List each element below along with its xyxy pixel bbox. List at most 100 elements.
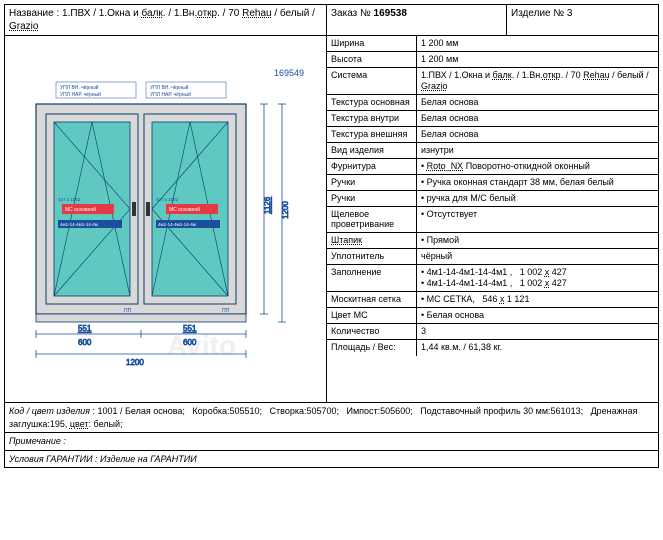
handle-left (132, 202, 136, 216)
spec-value: 4м1-14-4м1-14-4м1 , 1 002 x 427 4м1-14-4… (417, 265, 658, 291)
spec-value: МС СЕТКА, 546 x 1 121 (417, 292, 658, 307)
svg-text:УПЛ ВН. чёрный: УПЛ ВН. чёрный (150, 84, 189, 91)
svg-text:551: 551 (183, 324, 197, 333)
order-prefix: Заказ № (331, 8, 374, 19)
window-drawing: 169549 УПЛ ВН. чёрный УПЛ НАР. чёрный УП… (16, 54, 316, 394)
handle-right (146, 202, 150, 216)
spec-label: Цвет МС (327, 308, 417, 323)
footer-code: Код / цвет изделия : 1001 / Белая основа… (5, 402, 658, 432)
svg-text:1126: 1126 (263, 196, 272, 214)
drawing-column: 169549 УПЛ ВН. чёрный УПЛ НАР. чёрный УП… (5, 36, 327, 402)
svg-text:551: 551 (78, 324, 92, 333)
item-cell: Изделие № 3 (507, 5, 658, 35)
spec-label: Москитная сетка (327, 292, 417, 307)
spec-row: Заполнение 4м1-14-4м1-14-4м1 , 1 002 x 4… (327, 265, 658, 292)
spec-value: 1 200 мм (417, 52, 658, 67)
spec-row: Москитная сетка МС СЕТКА, 546 x 1 121 (327, 292, 658, 308)
spec-row: Высота 1 200 мм (327, 52, 658, 68)
item-label: Изделие № 3 (511, 8, 572, 19)
spec-label: Ручки (327, 175, 417, 190)
spec-label: Площадь / Вес: (327, 340, 417, 356)
title-p1: балк (142, 8, 163, 19)
spec-value: 3 (417, 324, 658, 339)
spec-label: Текстура внешняя (327, 127, 417, 142)
spec-row: Система 1.ПВХ / 1.Окна и балк. / 1.Вн.от… (327, 68, 658, 95)
main-content: 169549 УПЛ ВН. чёрный УПЛ НАР. чёрный УП… (5, 36, 658, 402)
spec-label: Ширина (327, 36, 417, 51)
spec-row: Ручки ручка для М/С белый (327, 191, 658, 207)
spec-label: Текстура основная (327, 95, 417, 110)
spec-value: чёрный (417, 249, 658, 264)
spec-label: Штапик (327, 233, 417, 248)
spec-column: Ширина 1 200 мм Высота 1 200 мм Система … (327, 36, 658, 402)
title-p7: Grazio (9, 21, 38, 32)
spec-label: Высота (327, 52, 417, 67)
svg-text:1200: 1200 (126, 358, 144, 367)
title-prefix: Название : (9, 8, 62, 19)
spec-value: Ручка оконная стандарт 38 мм, белая белы… (417, 175, 658, 190)
spec-row: Ширина 1 200 мм (327, 36, 658, 52)
title-p5: Rehau (242, 8, 271, 19)
spec-label: Заполнение (327, 265, 417, 291)
spec-row: Ручки Ручка оконная стандарт 38 мм, бела… (327, 175, 658, 191)
spec-value: 1,44 кв.м. / 61,38 кг. (417, 340, 658, 356)
svg-text:1200: 1200 (281, 201, 290, 219)
spec-value: Белая основа (417, 308, 658, 323)
svg-text:УПЛ НАР. чёрный: УПЛ НАР. чёрный (60, 91, 101, 98)
spec-label: Фурнитура (327, 159, 417, 174)
spec-row: Уплотнитель чёрный (327, 249, 658, 265)
spec-sheet: Название : 1.ПВХ / 1.Окна и балк. / 1.Вн… (4, 4, 659, 468)
footer-warranty: Условия ГАРАНТИИ : Изделие на ГАРАНТИИ (5, 450, 658, 468)
svg-text:600: 600 (183, 338, 197, 347)
spec-row: Площадь / Вес: 1,44 кв.м. / 61,38 кг. (327, 340, 658, 356)
spec-label: Уплотнитель (327, 249, 417, 264)
svg-text:4м1-14-4м1-14-4м: 4м1-14-4м1-14-4м (158, 222, 196, 227)
title-cell: Название : 1.ПВХ / 1.Окна и балк. / 1.Вн… (5, 5, 327, 35)
svg-text:ПП: ПП (222, 308, 230, 314)
svg-text:427 x 1002: 427 x 1002 (58, 197, 81, 202)
spec-value: Прямой (417, 233, 658, 248)
spec-row: Вид изделия изнутри (327, 143, 658, 159)
spec-row: Щелевое проветривание Отсутствует (327, 207, 658, 234)
spec-label: Количество (327, 324, 417, 339)
spec-row: Штапик Прямой (327, 233, 658, 249)
svg-text:MC основной: MC основной (169, 206, 200, 213)
spec-label: Система (327, 68, 417, 94)
svg-text:ПП: ПП (124, 308, 132, 314)
spec-value: Белая основа (417, 111, 658, 126)
spec-value: Отсутствует (417, 207, 658, 233)
spec-value: 1.ПВХ / 1.Окна и балк. / 1.Вн.откр. / 70… (417, 68, 658, 94)
order-cell: Заказ № 169538 (327, 5, 507, 35)
spec-label: Щелевое проветривание (327, 207, 417, 233)
svg-text:УПЛ НАР. чёрный: УПЛ НАР. чёрный (150, 91, 191, 98)
svg-text:427 x 1002: 427 x 1002 (156, 197, 179, 202)
spec-value: изнутри (417, 143, 658, 158)
svg-text:4м1-14-4м1-14-4м: 4м1-14-4м1-14-4м (60, 222, 98, 227)
spec-label: Ручки (327, 191, 417, 206)
footer-code-text: Код / цвет изделия (9, 406, 90, 416)
spec-value: Белая основа (417, 127, 658, 142)
title-p6: / белый / (272, 8, 315, 19)
drawing-number: 169549 (274, 68, 304, 78)
spec-row: Текстура внешняя Белая основа (327, 127, 658, 143)
svg-text:УПЛ ВН. чёрный: УПЛ ВН. чёрный (60, 84, 99, 91)
spec-row: Количество 3 (327, 324, 658, 340)
title-p0: 1.ПВХ / 1.Окна и (62, 8, 141, 19)
order-no: 169538 (374, 8, 407, 19)
title-p2: . / 1.Вн. (163, 8, 197, 19)
title-p3: откр (197, 8, 217, 19)
header-row: Название : 1.ПВХ / 1.Окна и балк. / 1.Вн… (5, 5, 658, 36)
spec-value: 1 200 мм (417, 36, 658, 51)
spec-row: Текстура внутри Белая основа (327, 111, 658, 127)
warranty-text: Условия ГАРАНТИИ : Изделие на ГАРАНТИИ (9, 454, 197, 464)
spec-value: Белая основа (417, 95, 658, 110)
note-label: Примечание : (9, 436, 66, 446)
title-p4: . / 70 (217, 8, 242, 19)
svg-text:600: 600 (78, 338, 92, 347)
footer-note: Примечание : (5, 432, 658, 450)
spec-value: ручка для М/С белый (417, 191, 658, 206)
svg-text:MC основной: MC основной (65, 206, 96, 213)
spec-label: Текстура внутри (327, 111, 417, 126)
spec-label: Вид изделия (327, 143, 417, 158)
spec-row: Фурнитура Roto_NX Поворотно-откидной око… (327, 159, 658, 175)
